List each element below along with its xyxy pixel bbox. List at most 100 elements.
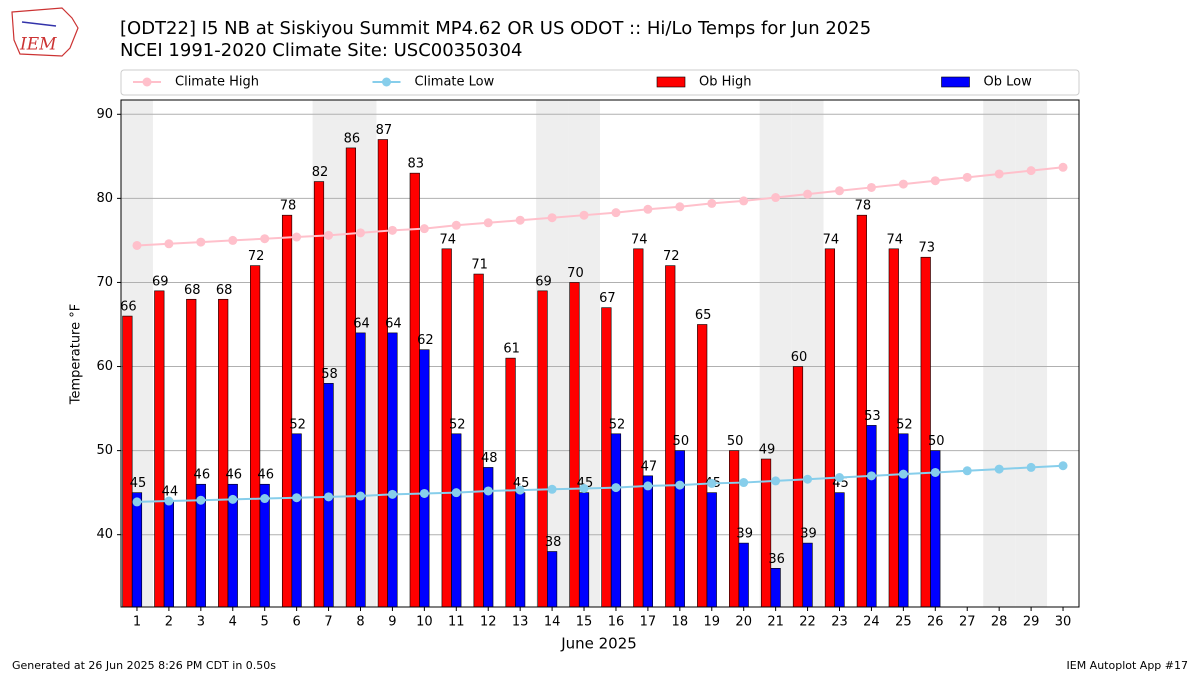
line-marker <box>260 234 270 244</box>
value-label: 60 <box>791 350 808 365</box>
line-marker <box>579 483 589 493</box>
logo-line <box>21 21 57 27</box>
x-tick-label: 3 <box>197 615 205 630</box>
line-marker <box>228 494 238 504</box>
line-marker <box>356 228 365 238</box>
x-tick-label: 11 <box>448 615 465 630</box>
value-label: 45 <box>130 476 147 491</box>
value-label: 69 <box>152 274 169 289</box>
x-tick-label: 22 <box>799 615 816 630</box>
bar <box>387 332 398 608</box>
value-label: 50 <box>928 434 945 449</box>
value-label: 68 <box>184 283 201 298</box>
x-tick-label: 25 <box>895 615 912 630</box>
line-marker <box>292 493 302 503</box>
bar <box>377 139 388 608</box>
line-marker <box>451 488 461 498</box>
line-marker <box>898 469 908 479</box>
line-marker <box>930 176 940 186</box>
line-marker <box>866 471 876 481</box>
value-label: 74 <box>439 232 456 247</box>
bar <box>451 433 462 608</box>
shaded-day <box>983 100 1016 607</box>
value-label: 78 <box>280 199 297 214</box>
x-tick-label: 20 <box>735 615 752 630</box>
line-marker <box>324 492 334 502</box>
value-label: 62 <box>417 333 434 348</box>
line-marker <box>611 483 621 493</box>
x-tick-label: 24 <box>863 615 880 630</box>
legend-swatch <box>656 76 686 88</box>
line-marker <box>739 196 749 206</box>
value-label: 82 <box>312 165 329 180</box>
line-marker <box>962 172 972 182</box>
value-label: 64 <box>385 316 402 331</box>
line <box>136 166 1064 247</box>
line-marker <box>803 189 813 199</box>
line-marker <box>483 486 493 496</box>
line-marker <box>835 186 844 196</box>
value-label: 87 <box>376 123 393 138</box>
value-label: 47 <box>641 459 658 474</box>
value-label: 64 <box>353 316 370 331</box>
bar <box>834 492 845 608</box>
line-marker <box>1026 166 1036 176</box>
x-tick-label: 23 <box>831 615 848 630</box>
logo: IEM <box>11 7 79 57</box>
bar <box>345 147 357 608</box>
value-label: 39 <box>736 527 753 542</box>
legend: Climate High Climate Low Ob High Ob Low <box>120 69 1080 96</box>
value-label: 74 <box>631 232 648 247</box>
value-label: 49 <box>759 443 776 458</box>
line-marker <box>132 240 142 250</box>
line-marker <box>387 489 397 499</box>
line-marker <box>324 230 334 240</box>
value-label: 46 <box>194 468 211 483</box>
line <box>136 464 1064 503</box>
line-marker <box>260 494 270 504</box>
x-tick-label: 13 <box>512 615 529 630</box>
line-marker <box>1058 162 1068 172</box>
y-tick-label: 40 <box>96 527 113 542</box>
chart-title: [ODT22] I5 NB at Siskiyou Summit MP4.62 … <box>120 18 871 39</box>
bar <box>281 214 293 608</box>
x-tick-label: 30 <box>1055 615 1072 630</box>
value-label: 46 <box>225 468 242 483</box>
x-tick-label: 15 <box>576 615 593 630</box>
line-marker <box>866 182 876 192</box>
legend-swatch <box>941 76 970 88</box>
line-marker <box>419 488 429 498</box>
legend-label: Ob High <box>699 75 752 90</box>
x-tick-label: 9 <box>388 615 396 630</box>
value-label: 72 <box>663 249 680 264</box>
logo-outline <box>11 7 79 57</box>
bar <box>770 568 781 608</box>
y-tick-label: 50 <box>96 443 113 458</box>
value-label: 67 <box>599 291 616 306</box>
x-tick-label: 14 <box>544 615 561 630</box>
bar <box>674 450 685 608</box>
value-label: 74 <box>887 232 904 247</box>
x-tick-label: 5 <box>261 615 269 630</box>
line-marker <box>356 491 365 501</box>
bar <box>792 366 804 608</box>
y-axis-label: Temperature °F <box>69 304 84 405</box>
bar <box>218 298 229 608</box>
line-marker <box>739 478 749 488</box>
value-label: 58 <box>321 367 338 382</box>
line-marker <box>387 225 397 235</box>
bar <box>920 256 931 608</box>
x-tick-label: 7 <box>324 615 332 630</box>
value-label: 86 <box>344 131 361 146</box>
line-marker <box>419 224 429 234</box>
line-marker <box>771 476 781 486</box>
footer-left: Generated at 26 Jun 2025 8:26 PM CDT in … <box>12 659 276 672</box>
legend-label: Climate Low <box>415 75 495 90</box>
line-marker <box>547 484 557 494</box>
line-marker <box>196 495 206 505</box>
value-label: 52 <box>449 417 466 432</box>
line-marker <box>803 474 813 484</box>
bar <box>547 551 558 608</box>
plot-frame <box>120 99 1080 608</box>
